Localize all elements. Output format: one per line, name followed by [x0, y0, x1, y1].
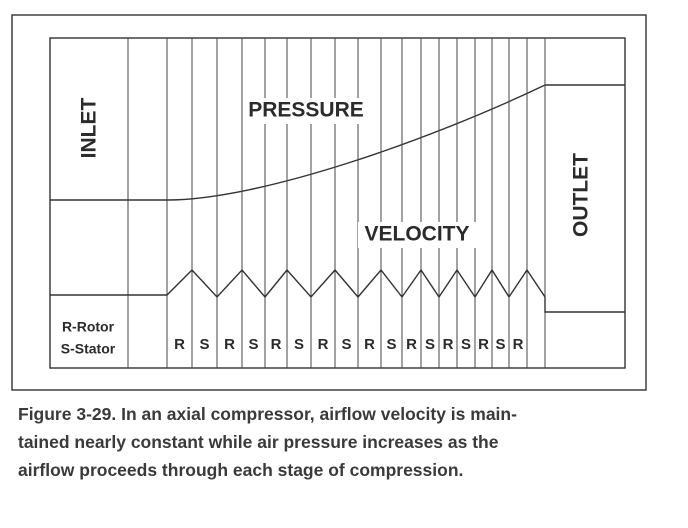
legend-stator: S-Stator — [61, 341, 116, 357]
stage-label: R — [271, 336, 282, 353]
pressure-label: PRESSURE — [248, 99, 364, 122]
stage-label: S — [461, 336, 471, 353]
inlet-label: INLET — [78, 98, 101, 159]
stage-label: R — [364, 336, 375, 353]
caption-line: Figure 3-29. In an axial compressor, air… — [18, 404, 517, 424]
stage-label: R — [478, 336, 489, 353]
stage-label: R — [406, 336, 417, 353]
stage-label: R — [318, 336, 329, 353]
label-bg — [358, 222, 476, 248]
stage-label: S — [495, 336, 505, 353]
stage-label: S — [248, 336, 258, 353]
stage-label: R — [443, 336, 454, 353]
velocity-line — [50, 268, 625, 313]
stage-label: R — [224, 336, 235, 353]
pressure-line — [50, 84, 625, 201]
outlet-label: OUTLET — [570, 153, 593, 237]
stage-label: S — [199, 336, 209, 353]
stage-label: S — [341, 336, 351, 353]
inner-box — [49, 37, 626, 369]
stage-label: S — [386, 336, 396, 353]
legend-rotor: R-Rotor — [62, 319, 115, 335]
caption-line: airflow proceeds through each stage of c… — [18, 460, 463, 480]
caption-line: tained nearly constant while air pressur… — [18, 432, 499, 452]
outer-frame — [11, 14, 647, 391]
label-bg — [243, 98, 369, 124]
stage-label: S — [425, 336, 435, 353]
velocity-label: VELOCITY — [364, 223, 469, 246]
stage-label: R — [513, 336, 524, 353]
stage-label: R — [174, 336, 185, 353]
stage-label: S — [294, 336, 304, 353]
